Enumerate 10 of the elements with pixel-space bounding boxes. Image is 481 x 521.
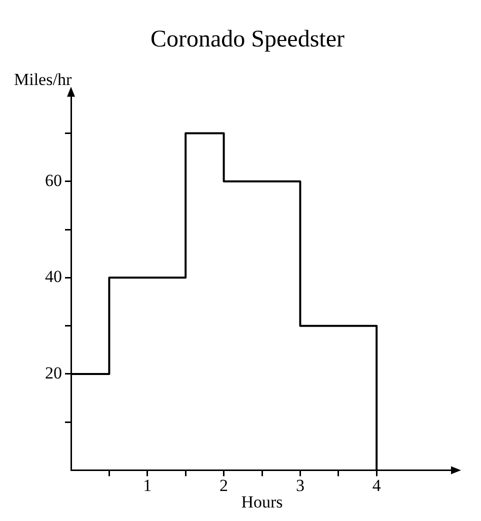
x-axis-title: Hours (241, 492, 283, 512)
x-tick-label: 1 (143, 476, 152, 495)
x-tick-label: 4 (372, 476, 382, 495)
x-tick-label: 2 (220, 476, 228, 495)
y-tick-label: 40 (45, 267, 62, 286)
y-tick-label: 60 (45, 170, 62, 190)
chart-title: Coronado Speedster (150, 26, 344, 53)
y-axis-title: Miles/hr (14, 70, 72, 90)
y-tick-label: 20 (45, 363, 62, 382)
x-tick-label: 3 (296, 476, 304, 495)
